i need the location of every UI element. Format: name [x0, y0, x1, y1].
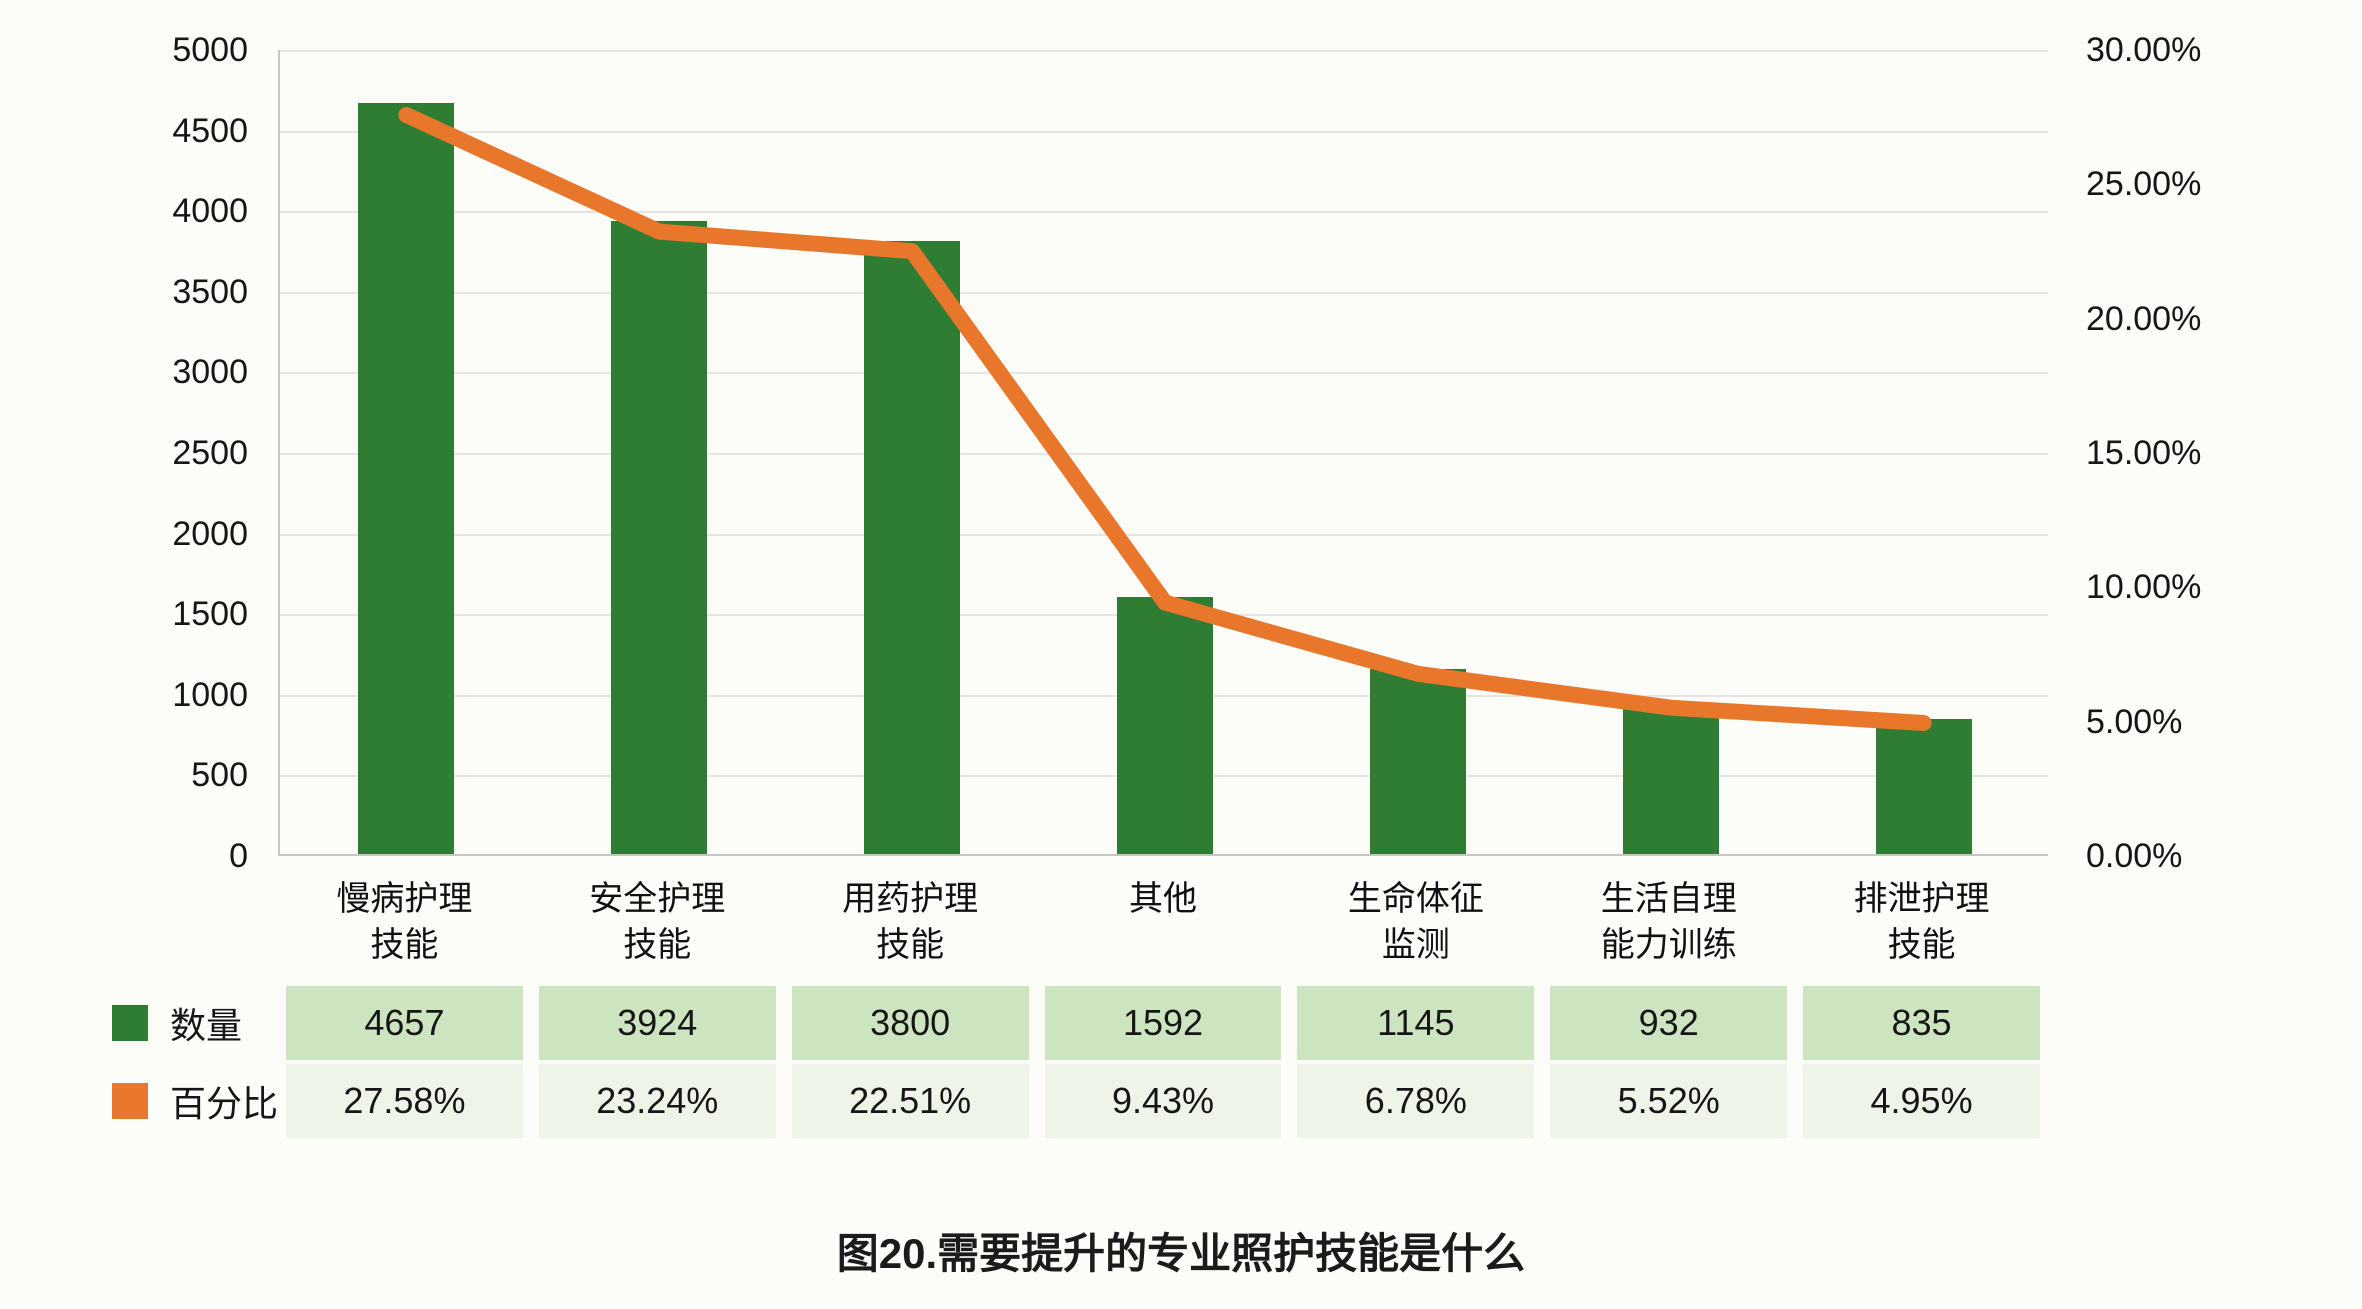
category-label-line: 生活自理: [1600, 880, 1737, 918]
bar-6: [1875, 719, 1972, 854]
left-axis-tick-label: 0: [229, 837, 248, 875]
category-label-line: 慢病护理: [336, 880, 473, 918]
category-label-line: 技能: [623, 926, 692, 964]
table-cell-row0-col4: 1145: [1297, 986, 1535, 1060]
right-axis-tick-label: 25.00%: [2086, 165, 2202, 204]
gridline: [280, 50, 2048, 52]
percent-line: [398, 107, 1932, 731]
table-cell-row0-col3: 1592: [1044, 986, 1282, 1060]
category-label-line: 生命体征: [1347, 880, 1484, 918]
category-label-line: 能力训练: [1600, 926, 1737, 964]
left-axis-tick-label: 4500: [172, 111, 248, 150]
right-axis-tick-label: 20.00%: [2086, 299, 2202, 338]
category-label-line: 安全护理: [589, 880, 726, 918]
chart-title: 图20.需要提升的专业照护技能是什么: [836, 1230, 1526, 1277]
category-label-2: 用药护理 技能: [784, 876, 1037, 968]
bar-2: [864, 241, 961, 854]
category-label-5: 生活自理 能力训练: [1542, 876, 1795, 968]
category-label-line: 技能: [370, 926, 439, 964]
table-cell-row0-col5: 932: [1550, 986, 1788, 1060]
bar-0: [358, 103, 455, 854]
bar-1: [611, 221, 708, 854]
gridline: [280, 372, 2048, 375]
percent-line-layer: [398, 107, 1932, 731]
plot-area: [278, 50, 2048, 856]
right-axis-tick-label: 5.00%: [2086, 702, 2183, 741]
left-axis-tick-label: 3500: [172, 272, 248, 311]
left-axis-tick-label: 2500: [172, 434, 248, 472]
bar-5: [1622, 703, 1719, 854]
right-axis-tick-label: 10.00%: [2086, 568, 2202, 607]
gridline: [280, 291, 2048, 294]
bar-4: [1369, 669, 1466, 854]
gridline: [280, 533, 2048, 536]
left-axis-tick-label: 2000: [172, 514, 248, 553]
gridline: [280, 211, 2048, 214]
table-cell-row1-col2: 22.51%: [791, 1064, 1029, 1138]
table-cell-row1-col3: 9.43%: [1044, 1064, 1282, 1138]
left-axis-tick-label: 1500: [172, 595, 248, 634]
gridline: [280, 130, 2048, 133]
category-label-line: 技能: [1887, 926, 1956, 964]
left-axis-tick-label: 1000: [172, 675, 248, 714]
right-axis-tick-label: 30.00%: [2086, 31, 2202, 69]
table-cell-row1-col6: 4.95%: [1803, 1064, 2040, 1138]
bar-3: [1117, 597, 1213, 854]
category-label-0: 慢病护理 技能: [278, 876, 531, 968]
left-axis-tick-label: 3000: [172, 353, 248, 392]
table-cell-row1-col1: 23.24%: [538, 1064, 776, 1138]
table-cell-row1-col0: 27.58%: [286, 1064, 523, 1138]
category-label-6: 排泄护理 技能: [1795, 876, 2048, 968]
category-label-line: 用药护理: [842, 880, 979, 918]
legend-label-percent: 百分比: [170, 1083, 279, 1124]
category-label-1: 安全护理 技能: [531, 876, 784, 968]
table-cell-row0-col0: 4657: [286, 986, 523, 1060]
right-axis-tick-label: 15.00%: [2086, 434, 2202, 472]
table-cell-row0-col6: 835: [1803, 986, 2040, 1060]
table-cell-row1-col4: 6.78%: [1297, 1064, 1535, 1138]
table-cell-row1-col5: 5.52%: [1550, 1064, 1788, 1138]
category-label-line: 其他: [1128, 880, 1197, 918]
left-axis-tick-label: 5000: [172, 31, 248, 69]
left-axis-tick-label: 500: [191, 756, 248, 795]
legend-swatch-count: [112, 1005, 148, 1041]
gridline: [280, 453, 2048, 455]
right-axis-tick-label: 0.00%: [2086, 837, 2183, 875]
table-cell-row0-col2: 3800: [791, 986, 1029, 1060]
category-label-4: 生命体征 监测: [1289, 876, 1542, 968]
category-label-line: 排泄护理: [1853, 880, 1990, 918]
category-label-3: 其他: [1037, 876, 1290, 922]
legend-swatch-percent: [112, 1083, 148, 1119]
legend-label-count: 数量: [170, 1005, 243, 1046]
category-label-line: 监测: [1381, 926, 1450, 964]
left-axis-tick-label: 4000: [172, 192, 248, 231]
table-cell-row0-col1: 3924: [538, 986, 776, 1060]
category-label-line: 技能: [876, 926, 945, 964]
